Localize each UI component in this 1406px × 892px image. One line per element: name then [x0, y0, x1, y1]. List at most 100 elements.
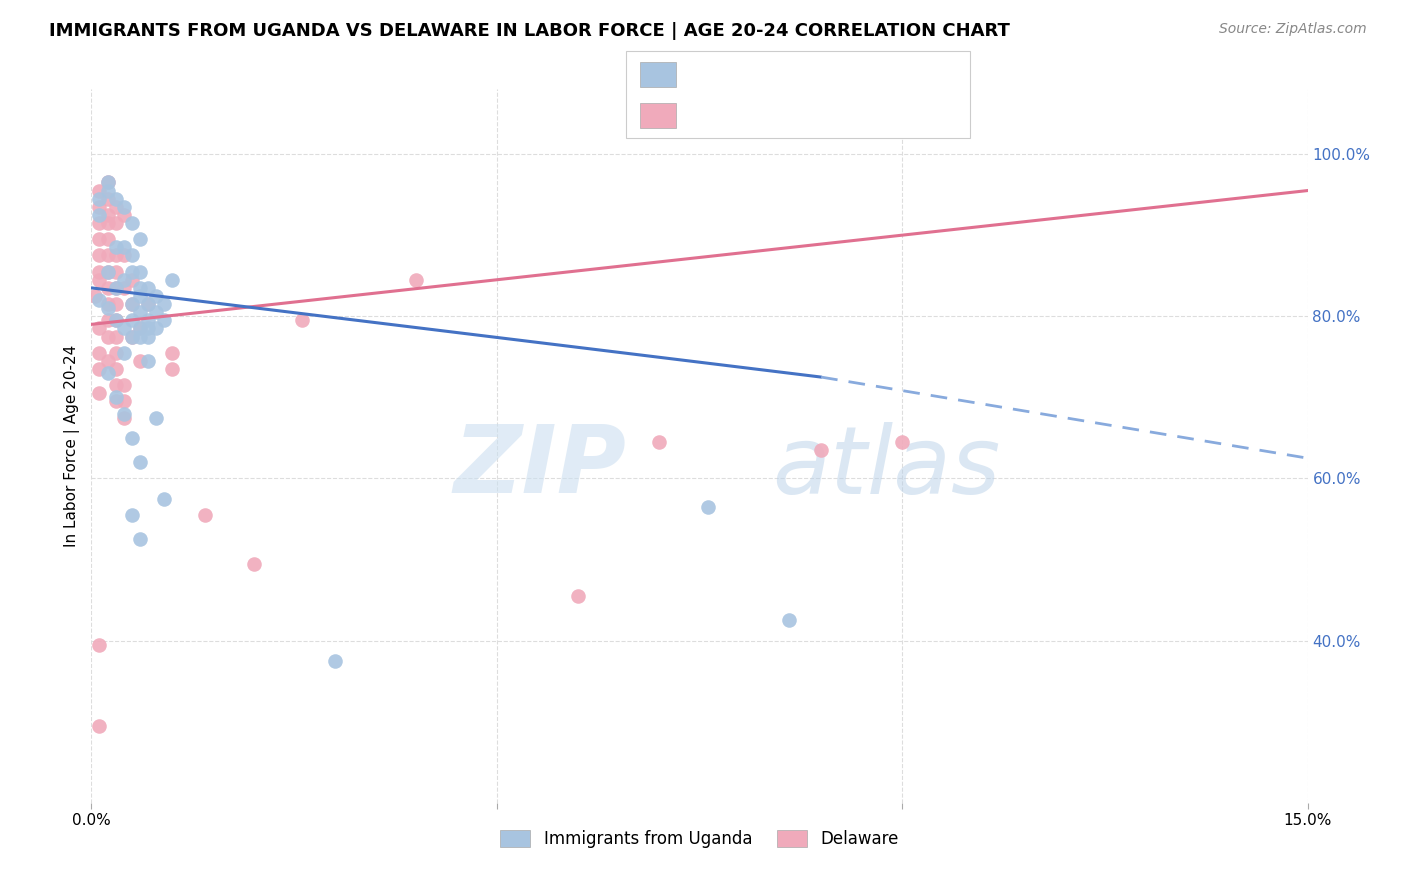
Point: [97, 265, 120, 279]
Point: [145, 305, 167, 319]
Text: R =  0.145   N = 63: R = 0.145 N = 63: [686, 103, 890, 123]
Point: [97, 208, 120, 222]
Point: [153, 313, 176, 327]
Point: [89, 248, 111, 262]
Point: [89, 184, 111, 198]
Point: [104, 200, 127, 214]
Point: [104, 390, 127, 404]
Point: [97, 192, 120, 206]
Point: [162, 273, 184, 287]
Point: [97, 329, 120, 343]
Point: [97, 176, 120, 190]
Point: [104, 281, 127, 295]
Point: [112, 208, 135, 222]
Point: [97, 297, 120, 311]
Point: [136, 281, 159, 295]
Point: [104, 345, 127, 359]
Point: [104, 297, 127, 311]
Point: [97, 354, 120, 368]
Point: [89, 208, 111, 222]
Point: [112, 394, 135, 409]
Point: [145, 321, 167, 335]
Text: Source: ZipAtlas.com: Source: ZipAtlas.com: [1219, 22, 1367, 37]
Point: [121, 508, 143, 522]
Point: [323, 654, 346, 668]
Point: [121, 248, 143, 262]
Point: [89, 273, 111, 287]
Point: [104, 362, 127, 376]
Point: [97, 184, 120, 198]
Point: [104, 216, 127, 230]
Point: [153, 491, 176, 506]
Point: [778, 613, 800, 627]
Point: [97, 265, 120, 279]
Point: [97, 313, 120, 327]
Point: [121, 431, 143, 445]
Point: [112, 273, 135, 287]
Point: [112, 407, 135, 421]
Point: [89, 719, 111, 733]
Point: [136, 297, 159, 311]
Point: [84, 289, 107, 303]
Point: [104, 192, 127, 206]
Point: [89, 232, 111, 246]
Point: [89, 345, 111, 359]
Point: [97, 176, 120, 190]
Point: [136, 329, 159, 343]
Point: [129, 455, 152, 469]
Point: [136, 297, 159, 311]
Point: [104, 265, 127, 279]
Point: [89, 362, 111, 376]
Point: [104, 248, 127, 262]
Point: [129, 265, 152, 279]
Point: [97, 281, 120, 295]
Point: [405, 273, 427, 287]
Point: [104, 394, 127, 409]
Point: [291, 313, 314, 327]
Point: [97, 366, 120, 380]
Point: [129, 533, 152, 547]
Point: [129, 281, 152, 295]
Text: atlas: atlas: [772, 422, 1001, 513]
Point: [112, 240, 135, 254]
Point: [121, 313, 143, 327]
Point: [89, 638, 111, 652]
Point: [89, 265, 111, 279]
Point: [891, 434, 914, 449]
Point: [89, 200, 111, 214]
Point: [89, 386, 111, 401]
Point: [112, 410, 135, 425]
Point: [129, 289, 152, 303]
Point: [162, 362, 184, 376]
Point: [136, 354, 159, 368]
Point: [145, 289, 167, 303]
Point: [194, 508, 217, 522]
Point: [89, 192, 111, 206]
Text: IMMIGRANTS FROM UGANDA VS DELAWARE IN LABOR FORCE | AGE 20-24 CORRELATION CHART: IMMIGRANTS FROM UGANDA VS DELAWARE IN LA…: [49, 22, 1010, 40]
Point: [145, 410, 167, 425]
Point: [112, 345, 135, 359]
Point: [121, 216, 143, 230]
Point: [89, 293, 111, 307]
Point: [129, 232, 152, 246]
Point: [129, 321, 152, 335]
Point: [121, 297, 143, 311]
Point: [97, 216, 120, 230]
Point: [112, 281, 135, 295]
Point: [648, 434, 671, 449]
Text: ZIP: ZIP: [454, 421, 627, 514]
Point: [104, 378, 127, 392]
Point: [97, 301, 120, 315]
Point: [153, 297, 176, 311]
Point: [104, 281, 127, 295]
Point: [97, 248, 120, 262]
Point: [97, 232, 120, 246]
Point: [112, 200, 135, 214]
Point: [567, 589, 589, 603]
Point: [104, 313, 127, 327]
Point: [121, 329, 143, 343]
Point: [696, 500, 718, 514]
Point: [104, 240, 127, 254]
Point: [112, 321, 135, 335]
Text: R = -0.142   N = 52: R = -0.142 N = 52: [686, 62, 891, 82]
